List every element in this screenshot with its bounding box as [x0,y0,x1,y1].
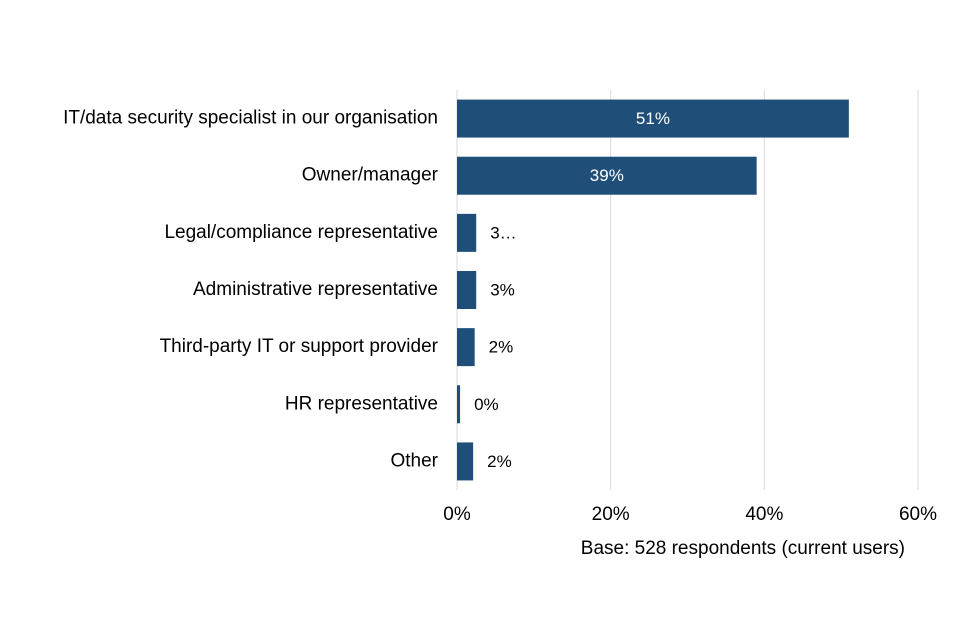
x-tick-label: 40% [745,504,783,525]
bar [457,156,757,195]
bar [457,385,461,424]
x-tick-label: 60% [899,504,937,525]
bar [457,328,475,367]
y-tick-label: HR representative [285,393,438,414]
base-note: Base: 528 respondents (current users) [581,538,905,559]
value-label: 0% [474,395,499,414]
y-tick-label: Administrative representative [193,279,438,300]
bar [457,442,474,481]
y-tick-label: Owner/manager [302,165,439,186]
value-label: 51% [636,109,670,128]
value-label: 39% [590,166,624,185]
bar [457,213,477,252]
x-tick-label: 0% [443,504,471,525]
y-tick-label: Other [390,450,438,471]
y-tick-label: Legal/compliance representative [164,222,438,243]
x-tick-label: 20% [592,504,630,525]
bar [457,99,849,138]
value-label: 3% [490,280,515,299]
value-label: 2% [489,338,514,357]
y-tick-label: IT/data security specialist in our organ… [63,108,438,129]
bar [457,271,477,309]
value-label: 3… [490,223,516,242]
value-label: 2% [487,452,512,471]
y-tick-label: Third-party IT or support provider [160,336,439,357]
